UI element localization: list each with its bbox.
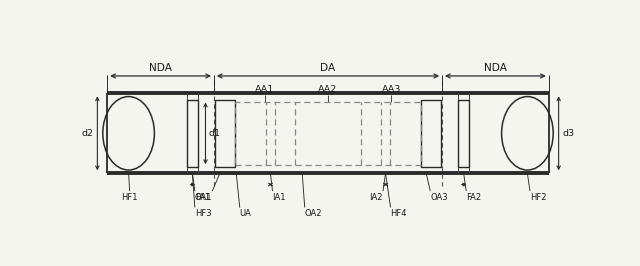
Text: d3: d3 — [563, 129, 575, 138]
Text: IA1: IA1 — [273, 193, 286, 202]
Text: OA3: OA3 — [430, 193, 448, 202]
Text: FA1: FA1 — [195, 193, 210, 202]
Text: OA1: OA1 — [195, 193, 212, 202]
Text: HF4: HF4 — [390, 209, 407, 218]
Bar — [235, 102, 421, 165]
Text: FA2: FA2 — [466, 193, 481, 202]
Bar — [215, 99, 235, 167]
Text: AA1: AA1 — [255, 85, 275, 94]
Bar — [187, 99, 198, 167]
Text: AA2: AA2 — [318, 85, 338, 94]
Text: d2: d2 — [81, 129, 93, 138]
Text: NDA: NDA — [149, 63, 172, 73]
Text: HF1: HF1 — [122, 193, 138, 202]
Text: HF2: HF2 — [530, 193, 547, 202]
Text: UA: UA — [240, 209, 252, 218]
Text: DA: DA — [321, 63, 335, 73]
Text: HF3: HF3 — [195, 209, 211, 218]
Text: AA3: AA3 — [381, 85, 401, 94]
Text: d1: d1 — [209, 129, 220, 138]
Text: OA2: OA2 — [305, 209, 322, 218]
Bar — [458, 99, 469, 167]
Bar — [421, 99, 441, 167]
Text: NDA: NDA — [484, 63, 507, 73]
Text: IA2: IA2 — [369, 193, 383, 202]
